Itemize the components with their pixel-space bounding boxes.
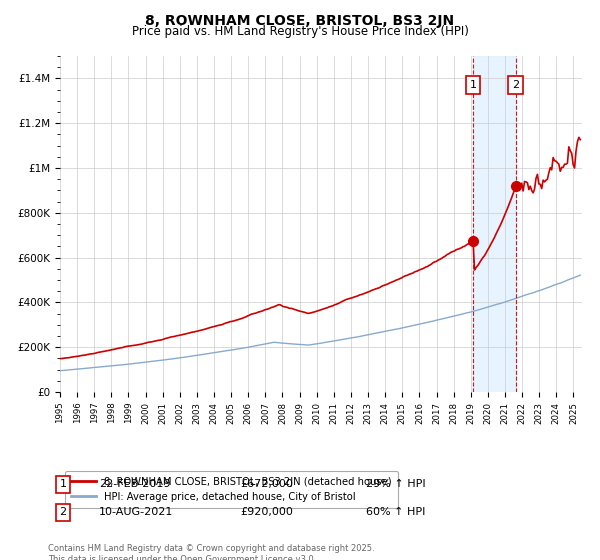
Text: Contains HM Land Registry data © Crown copyright and database right 2025.
This d: Contains HM Land Registry data © Crown c… — [48, 544, 374, 560]
Text: 8, ROWNHAM CLOSE, BRISTOL, BS3 2JN: 8, ROWNHAM CLOSE, BRISTOL, BS3 2JN — [145, 14, 455, 28]
Text: 10-AUG-2021: 10-AUG-2021 — [99, 507, 173, 517]
Text: 1: 1 — [469, 80, 476, 90]
Text: £672,000: £672,000 — [240, 479, 293, 489]
Text: 2: 2 — [59, 507, 67, 517]
Legend: 8, ROWNHAM CLOSE, BRISTOL, BS3 2JN (detached house), HPI: Average price, detache: 8, ROWNHAM CLOSE, BRISTOL, BS3 2JN (deta… — [65, 471, 398, 508]
Text: 2: 2 — [512, 80, 519, 90]
Text: Price paid vs. HM Land Registry's House Price Index (HPI): Price paid vs. HM Land Registry's House … — [131, 25, 469, 38]
Bar — [473, 56, 515, 392]
Text: 22-FEB-2019: 22-FEB-2019 — [99, 479, 170, 489]
Text: 1: 1 — [59, 479, 67, 489]
Text: 60% ↑ HPI: 60% ↑ HPI — [366, 507, 425, 517]
Text: 29% ↑ HPI: 29% ↑ HPI — [366, 479, 425, 489]
Text: £920,000: £920,000 — [240, 507, 293, 517]
